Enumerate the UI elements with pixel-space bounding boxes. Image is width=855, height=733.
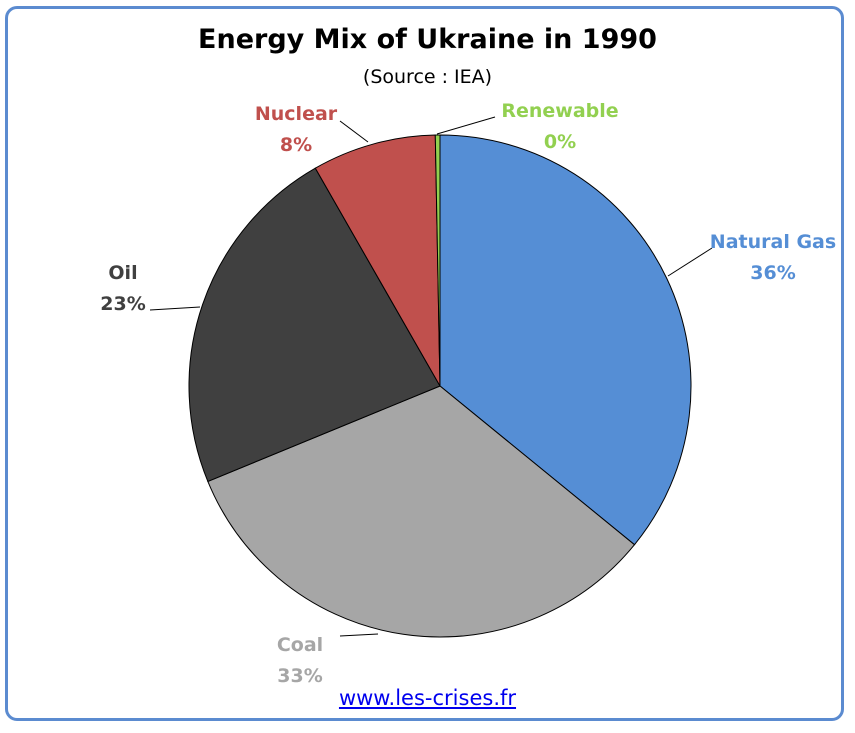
slice-name-label: Natural Gas (710, 231, 836, 253)
slice-name-label: Nuclear (255, 103, 338, 125)
leader-line-oil (149, 306, 201, 311)
leader-line-nuclear (339, 120, 369, 143)
chart-title: Energy Mix of Ukraine in 1990 (198, 24, 657, 55)
slice-percent-label: 0% (544, 131, 576, 153)
pie-slice-oil (188, 167, 441, 483)
slice-percent-label: 8% (280, 134, 312, 156)
leader-line-natural-gas (667, 247, 713, 277)
pie-slice-natural-gas (439, 134, 692, 546)
pie-slice-renewable (434, 134, 441, 387)
source-link[interactable]: www.les-crises.fr (338, 686, 517, 710)
slice-name-label: Oil (108, 262, 137, 284)
slice-name-label: Coal (277, 634, 323, 656)
chart-subtitle: (Source : IEA) (362, 66, 493, 88)
slice-name-label: Renewable (501, 100, 618, 122)
slice-percent-label: 23% (100, 293, 145, 315)
slice-percent-label: 33% (277, 665, 322, 687)
leader-line-coal (339, 633, 379, 637)
pie-slice-coal (207, 385, 636, 638)
leader-line-renewable (436, 116, 496, 135)
pie-slice-nuclear (314, 134, 441, 387)
slice-percent-label: 36% (750, 262, 795, 284)
